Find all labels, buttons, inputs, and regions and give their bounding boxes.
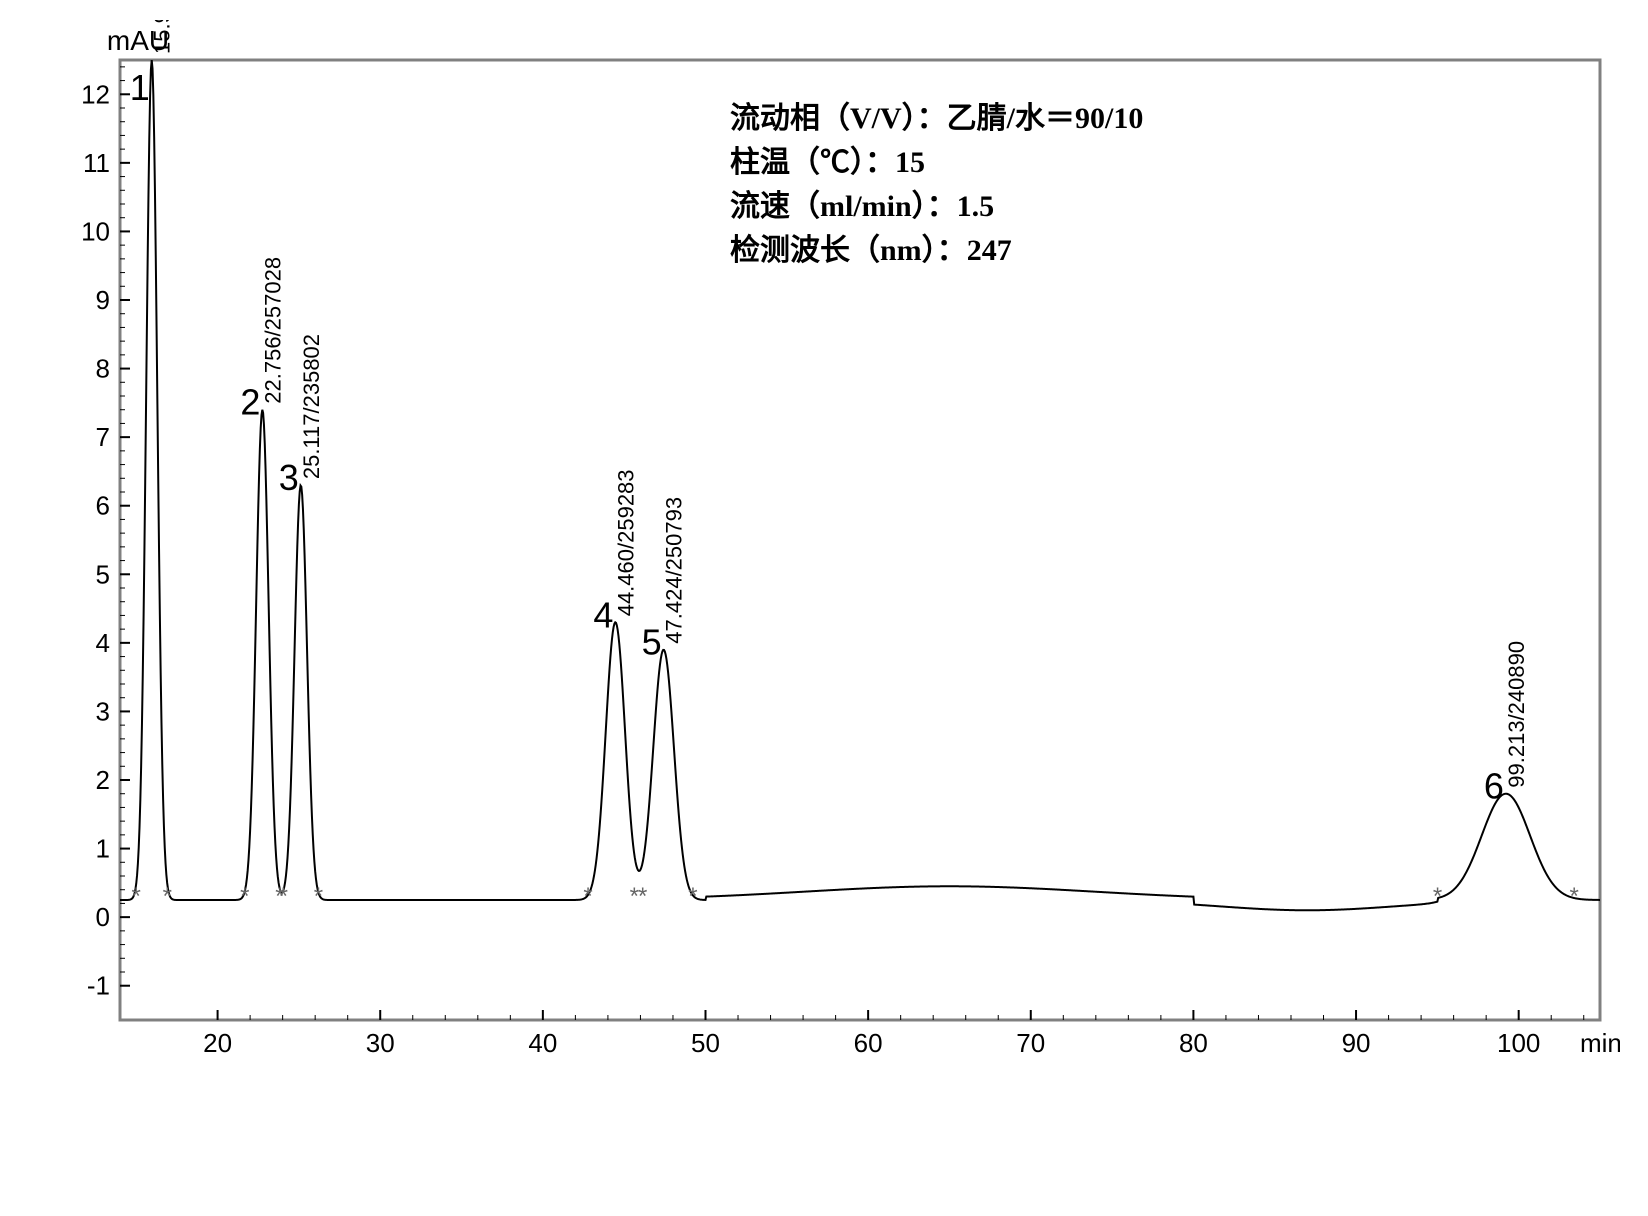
svg-text:*: * <box>240 883 249 910</box>
x-tick-label: 50 <box>691 1028 720 1058</box>
info-line: 流动相（V/V）：乙腈/水＝90/10 <box>730 101 1143 135</box>
y-tick-label: 4 <box>96 628 110 658</box>
peak-annotation: 22.756/257028 <box>260 257 285 404</box>
x-tick-label: 30 <box>366 1028 395 1058</box>
peak-number: 5 <box>642 622 662 663</box>
y-tick-label: 6 <box>96 491 110 521</box>
y-tick-label: 0 <box>96 902 110 932</box>
y-tick-label: 8 <box>96 354 110 384</box>
svg-text:*: * <box>688 883 697 910</box>
peak-number: 2 <box>240 382 260 423</box>
chart-svg: mAU-101234567891011122030405060708090100… <box>20 20 1620 1180</box>
peak-annotation: 25.117/235802 <box>299 334 324 479</box>
info-line: 流速（ml/min）：1.5 <box>730 189 994 223</box>
peak-number: 1 <box>130 67 150 108</box>
info-line: 柱温（℃）：15 <box>730 145 925 179</box>
y-tick-label: 3 <box>96 696 110 726</box>
y-tick-label: 5 <box>96 559 110 589</box>
svg-text:*: * <box>638 883 647 910</box>
peak-annotation: 15.951/300371 <box>150 20 175 54</box>
y-tick-label: -1 <box>87 971 110 1001</box>
x-tick-label: 100 <box>1497 1028 1540 1058</box>
x-axis-label: min <box>1580 1028 1620 1058</box>
svg-text:*: * <box>279 883 288 910</box>
x-tick-label: 70 <box>1016 1028 1045 1058</box>
peak-annotation: 99.213/240890 <box>1504 641 1529 788</box>
info-line: 检测波长（nm）：247 <box>730 233 1012 267</box>
y-tick-label: 2 <box>96 765 110 795</box>
svg-text:*: * <box>630 883 639 910</box>
peak-number: 3 <box>279 457 299 498</box>
svg-text:*: * <box>131 883 140 910</box>
y-tick-label: 10 <box>81 216 110 246</box>
x-tick-label: 20 <box>203 1028 232 1058</box>
y-tick-label: 11 <box>83 148 110 178</box>
y-tick-label: 9 <box>96 285 110 315</box>
y-tick-label: 12 <box>81 79 110 109</box>
svg-text:*: * <box>163 883 172 910</box>
x-tick-label: 40 <box>528 1028 557 1058</box>
chromatogram-chart: mAU-101234567891011122030405060708090100… <box>20 20 1620 1180</box>
peak-annotation: 44.460/259283 <box>613 469 638 616</box>
x-tick-label: 60 <box>854 1028 883 1058</box>
x-tick-label: 90 <box>1342 1028 1371 1058</box>
peak-number: 6 <box>1484 766 1504 807</box>
svg-text:*: * <box>314 883 323 910</box>
y-tick-label: 1 <box>96 834 110 864</box>
x-tick-label: 80 <box>1179 1028 1208 1058</box>
y-tick-label: 7 <box>96 422 110 452</box>
peak-number: 4 <box>593 594 613 635</box>
svg-text:*: * <box>1570 883 1579 910</box>
svg-text:*: * <box>1433 883 1442 910</box>
peak-annotation: 47.424/250793 <box>662 497 687 644</box>
svg-text:*: * <box>583 883 592 910</box>
